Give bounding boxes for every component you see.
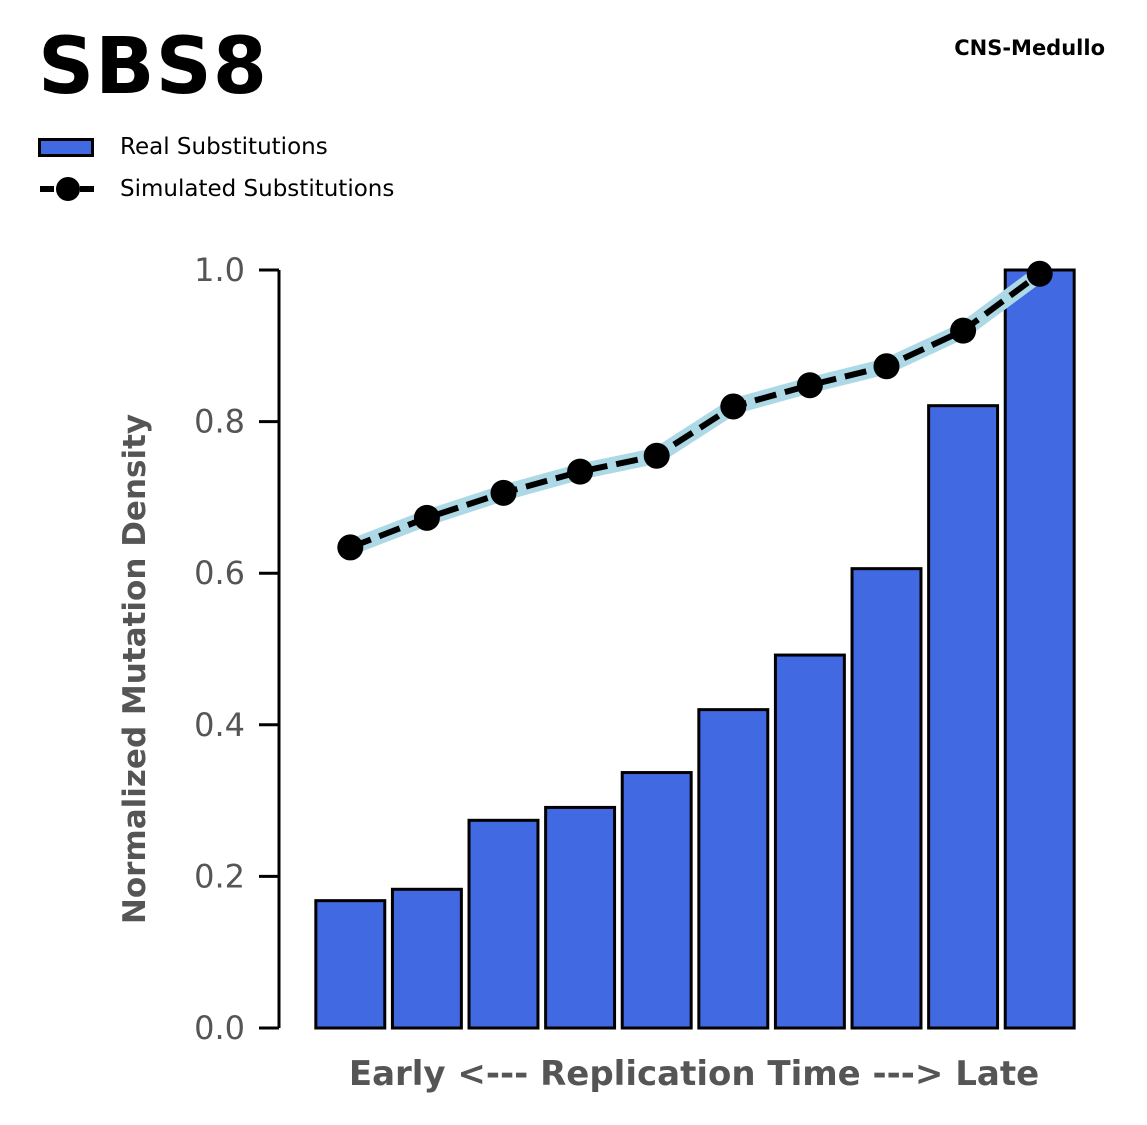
- bar-6: [697, 708, 770, 1030]
- y-tick-label-2: 0.4: [194, 706, 245, 744]
- bar-5: [620, 771, 693, 1030]
- bar-9: [927, 404, 1000, 1030]
- y-tick-label-0: 0.0: [194, 1009, 245, 1047]
- chart-title: SBS8: [38, 22, 269, 112]
- legend-line-swatch: [40, 177, 96, 201]
- legend-item-simulated: Simulated Substitutions: [38, 174, 394, 204]
- point-4: [567, 458, 594, 485]
- x-axis-label: Early <--- Replication Time ---> Late: [349, 1054, 1039, 1094]
- legend-label-simulated: Simulated Substitutions: [120, 176, 395, 202]
- y-tick-label-1: 0.2: [194, 857, 245, 895]
- axes: 0.0 0.2 0.4 0.6 0.8 1.0 Normalized Mutation De…: [117, 251, 1039, 1094]
- chart-subtitle: CNS-Medullo: [954, 36, 1105, 60]
- bar-4: [544, 805, 617, 1030]
- point-1: [337, 534, 364, 561]
- line-series: [337, 260, 1053, 561]
- legend-label-real: Real Substitutions: [120, 134, 328, 160]
- y-tick-label-4: 0.8: [194, 403, 245, 441]
- bar-1: [314, 899, 387, 1030]
- point-3: [490, 479, 517, 506]
- point-2: [413, 504, 440, 531]
- point-7: [796, 372, 823, 399]
- bar-3: [467, 818, 540, 1030]
- point-8: [873, 353, 900, 380]
- y-tick-label-5: 1.0: [194, 251, 245, 289]
- bar-8: [850, 567, 923, 1030]
- bar-10: [1003, 268, 1076, 1030]
- point-9: [950, 317, 977, 344]
- line-halo: [342, 265, 1048, 556]
- point-6: [720, 393, 747, 420]
- y-tick-label-3: 0.6: [194, 554, 245, 592]
- point-5: [643, 442, 670, 469]
- point-10: [1026, 260, 1053, 287]
- y-axis-label: Normalized Mutation Density: [117, 414, 153, 924]
- bar-2: [390, 887, 463, 1030]
- legend-item-real: Real Substitutions: [38, 132, 328, 162]
- bar-series: [314, 268, 1076, 1030]
- bar-7: [773, 653, 846, 1030]
- legend-bar-swatch: [38, 137, 94, 157]
